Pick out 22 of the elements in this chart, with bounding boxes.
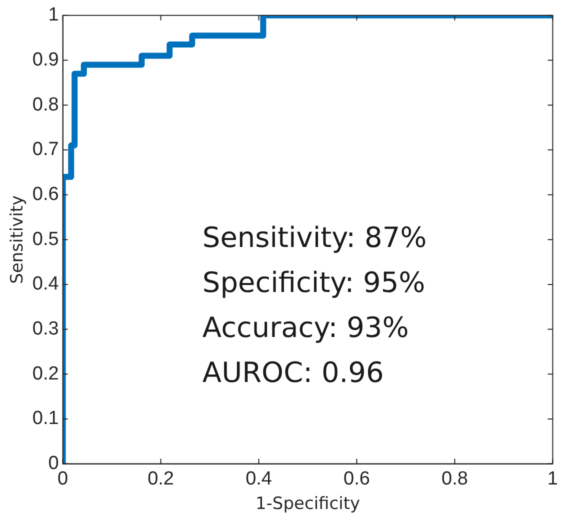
annotation: Specificity: 95%: [202, 266, 426, 299]
annotation: Sensitivity: 87%: [202, 220, 427, 254]
y-tick-label: 0.2: [32, 363, 59, 384]
x-tick-label: 1: [547, 468, 558, 490]
x-tick-label: 0.8: [442, 468, 468, 490]
y-tick-label: 0.4: [32, 274, 60, 295]
annotation: Accuracy: 93%: [202, 310, 409, 344]
x-tick-label: 0.4: [246, 468, 272, 490]
y-tick-label: 0.5: [32, 228, 59, 250]
y-tick-label: 0.7: [32, 139, 59, 160]
y-axis-title: Sensitivity: [8, 195, 28, 284]
annotation: AUROC: 0.96: [202, 356, 384, 389]
y-tick-label: 0.1: [32, 408, 59, 430]
y-tick-label: 0.3: [32, 318, 59, 340]
x-tick-label: 0.2: [148, 468, 174, 490]
y-tick-label: 0.6: [32, 184, 59, 205]
y-tick-label: 0.8: [32, 94, 59, 116]
x-tick-label: 0.6: [344, 468, 370, 490]
x-axis-title: 1-Specificity: [255, 494, 360, 514]
y-tick-label: 0: [48, 453, 59, 474]
y-tick-label: 1: [48, 4, 59, 26]
y-tick-label: 0.9: [32, 49, 59, 70]
